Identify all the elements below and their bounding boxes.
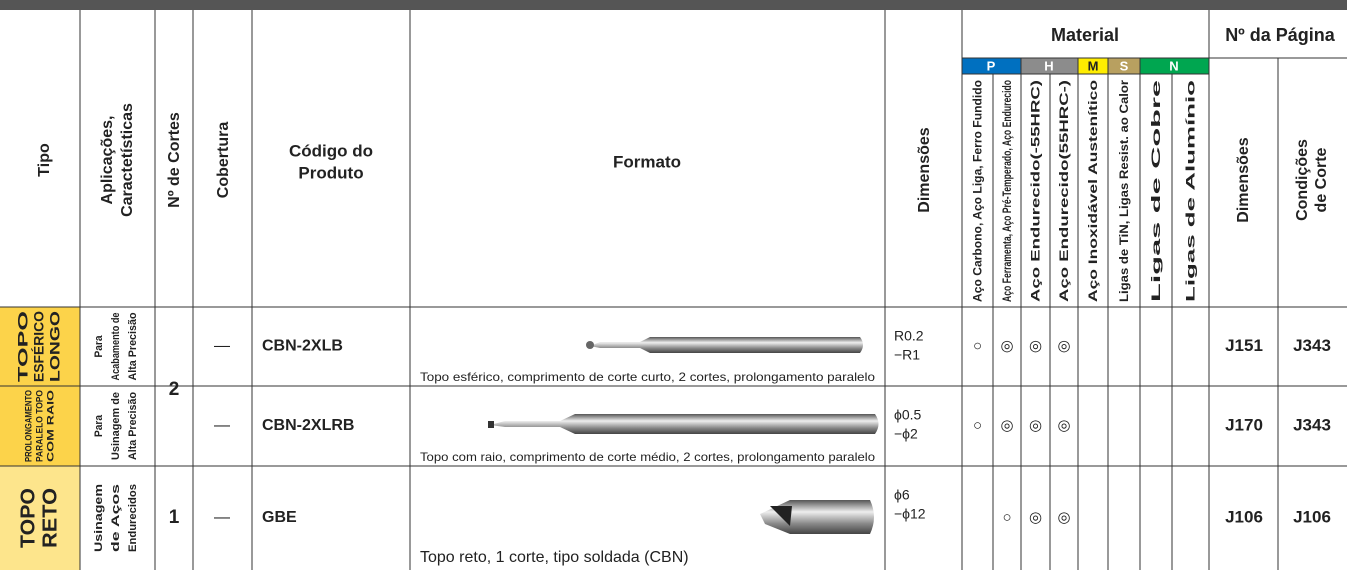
cobertura: — xyxy=(214,509,230,526)
material-name: Aço Ferramenta, Aço Pré-Temperado, Aço E… xyxy=(1000,80,1014,302)
material-mark: ◎ xyxy=(1029,417,1042,434)
material-mark: ◎ xyxy=(1057,417,1070,434)
formato-desc: Topo esférico, comprimento de corte curt… xyxy=(420,370,875,384)
dimensoes: ϕ6 xyxy=(894,487,910,503)
tipo: TOPO xyxy=(15,311,31,382)
tool-image xyxy=(488,337,879,534)
aplicacoes: Alta Precisão xyxy=(127,312,139,380)
group-bg xyxy=(1108,58,1140,74)
material-name: Ligas de Alumínio xyxy=(1184,80,1198,302)
material-mark: ◎ xyxy=(1000,417,1013,434)
tipo: TOPO xyxy=(17,488,39,548)
material-mark: ◎ xyxy=(1057,509,1070,526)
header-cobertura: Cobertura xyxy=(215,122,232,199)
aplicacoes: de Aços xyxy=(110,484,122,552)
codigo: CBN-2XLRB xyxy=(262,417,354,434)
group-label: N xyxy=(1169,58,1178,73)
header-codigo: Código do xyxy=(289,141,373,160)
header-formato: Formato xyxy=(613,152,681,171)
tipo-bg xyxy=(0,307,80,386)
tipo: COM RAIO xyxy=(45,390,55,462)
page-dimensoes: J106 xyxy=(1225,507,1263,526)
page-condicoes: J106 xyxy=(1293,507,1331,526)
page-condicoes: J343 xyxy=(1293,336,1331,355)
grid xyxy=(0,10,1347,570)
cortes: 2 xyxy=(169,379,180,400)
header-page-condicoes: Condições xyxy=(1294,139,1311,221)
aplicacoes: Usinagem de xyxy=(110,392,122,460)
codigo: GBE xyxy=(262,509,297,526)
header-aplicacoes: Aplicações, xyxy=(99,116,116,205)
page-dimensoes: J151 xyxy=(1225,336,1263,355)
material-name: Ligas de TiN, Ligas Resist. ao Calor xyxy=(1117,80,1131,302)
header-codigo: Produto xyxy=(298,163,363,182)
dimensoes: ϕ0.5 xyxy=(894,407,922,423)
top-bar xyxy=(0,0,1347,10)
header-page-condicoes: de Corte xyxy=(1313,147,1330,212)
header-page-dimensoes: Dimensões xyxy=(1235,137,1252,222)
group-bg xyxy=(1140,58,1209,74)
header-dimensoes: Dimensões xyxy=(916,127,933,212)
aplicacoes: Usinagem xyxy=(93,484,105,552)
header-pagina: Nº da Página xyxy=(1225,25,1336,45)
header-tipo: Tipo xyxy=(36,143,53,177)
dimensoes: −R1 xyxy=(894,347,920,363)
cortes: 1 xyxy=(169,507,180,528)
tipo: LONGO xyxy=(47,311,63,382)
tipo: PROLONGAMENTO xyxy=(23,390,33,462)
aplicacoes: Para xyxy=(93,335,105,358)
group-label: H xyxy=(1044,58,1053,73)
group-bg xyxy=(1078,58,1108,74)
header-cortes: Nº de Cortes xyxy=(166,112,183,208)
tipo: RETO xyxy=(39,488,61,548)
group-label: S xyxy=(1120,58,1129,73)
material-name: Aço Inoxidável Austenítico xyxy=(1086,80,1100,302)
page-condicoes: J343 xyxy=(1293,415,1331,434)
material-mark: ◎ xyxy=(1057,337,1070,354)
codigo: CBN-2XLB xyxy=(262,338,343,355)
aplicacoes: Endurecidos xyxy=(127,484,139,552)
cobertura: — xyxy=(214,338,230,355)
header-material: Material xyxy=(1051,25,1119,45)
material-name: Aço Carbono, Aço Liga, Ferro Fundido xyxy=(971,80,985,302)
page-dimensoes: J170 xyxy=(1225,415,1263,434)
tipo: PARALELO TOPO xyxy=(34,390,44,462)
dimensoes: −ϕ2 xyxy=(894,426,918,442)
material-mark: ○ xyxy=(1002,509,1011,526)
formato-desc: Topo reto, 1 corte, tipo soldada (CBN) xyxy=(420,549,689,566)
group-bg xyxy=(962,58,1021,74)
material-name: Aço Endurecido(-55HRC) xyxy=(1029,80,1043,302)
group-label: P xyxy=(987,58,996,73)
group-label: M xyxy=(1088,58,1099,73)
dimensoes: −ϕ12 xyxy=(894,506,926,522)
material-mark: ○ xyxy=(973,337,982,354)
material-name: Ligas de Cobre xyxy=(1149,79,1163,302)
material-mark: ○ xyxy=(973,417,982,434)
formato-desc: Topo com raio, comprimento de corte médi… xyxy=(420,450,875,464)
material-mark: ◎ xyxy=(1029,337,1042,354)
cobertura: — xyxy=(214,417,230,434)
aplicacoes: Acabamento de xyxy=(110,313,122,381)
aplicacoes: Alta Precisão xyxy=(127,392,139,460)
tipo-bg xyxy=(0,386,80,466)
header-aplicacoes: Caractetísticas xyxy=(119,103,136,217)
group-bg xyxy=(1021,58,1078,74)
material-mark: ◎ xyxy=(1029,509,1042,526)
material-name: Aço Endurecido(55HRC-) xyxy=(1057,80,1071,302)
material-mark: ◎ xyxy=(1000,337,1013,354)
tipo-bg xyxy=(0,466,80,570)
aplicacoes: Para xyxy=(93,414,105,437)
tipo: ESFÉRICO xyxy=(31,311,47,382)
dimensoes: R0.2 xyxy=(894,328,924,344)
